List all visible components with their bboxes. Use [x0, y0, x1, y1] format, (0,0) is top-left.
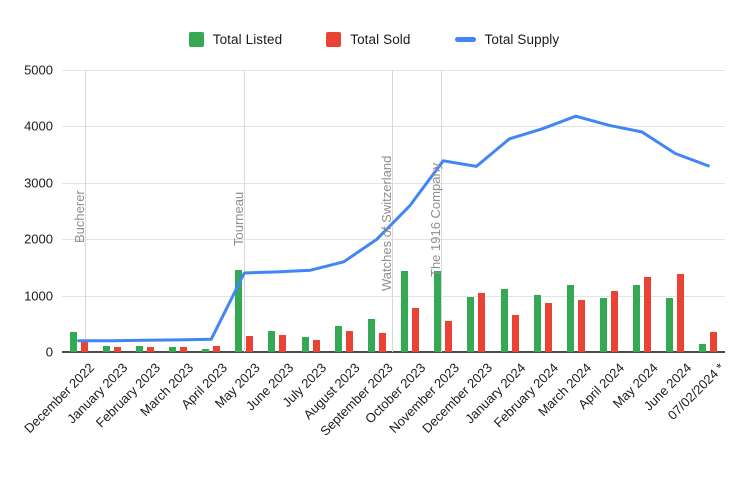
bar-total-sold	[80, 341, 88, 352]
legend-label-total-listed: Total Listed	[212, 31, 283, 47]
bar-total-listed	[334, 326, 342, 352]
bar-total-sold	[445, 320, 453, 352]
legend-label-total-supply: Total Supply	[484, 31, 560, 47]
bar-total-listed	[69, 332, 77, 352]
bar-total-listed	[599, 298, 607, 352]
gridline	[62, 126, 725, 128]
bar-total-sold	[180, 347, 188, 352]
bar-total-sold	[146, 346, 154, 352]
bar-total-sold	[378, 332, 386, 352]
bar-total-listed	[401, 271, 409, 352]
legend-label-total-sold: Total Sold	[350, 31, 411, 47]
bar-total-sold	[478, 292, 486, 352]
y-axis-label: 4000	[24, 118, 53, 134]
bar-total-listed	[699, 343, 707, 352]
bar-total-listed	[202, 348, 210, 352]
bar-total-sold	[577, 299, 585, 352]
gridline	[62, 70, 725, 71]
legend-swatch-total-listed-icon	[188, 31, 204, 47]
legend-item-total-sold[interactable]: Total Sold	[326, 31, 411, 47]
annotation-label: Tourneau	[231, 191, 246, 246]
bar-total-listed	[235, 269, 243, 352]
bar-total-listed	[434, 270, 442, 352]
bar-total-sold	[610, 291, 618, 352]
bar-total-listed	[500, 288, 508, 352]
bar-total-sold	[677, 273, 685, 352]
y-axis-label: 0	[45, 344, 53, 360]
bar-total-sold	[345, 330, 353, 352]
annotation-label: Bucherer	[72, 190, 87, 243]
annotation-label: Watches of Switzerland	[379, 155, 394, 291]
bar-total-listed	[268, 331, 276, 352]
bar-total-listed	[102, 345, 110, 352]
y-axis-label: 1000	[24, 288, 53, 304]
bar-total-listed	[367, 318, 375, 352]
legend-item-total-supply[interactable]: Total Supply	[454, 31, 560, 47]
bar-total-sold	[644, 276, 652, 352]
gridline	[62, 295, 725, 297]
bar-total-listed	[169, 346, 177, 352]
bar-total-sold	[113, 346, 121, 352]
bar-total-sold	[710, 331, 718, 352]
y-axis-label: 5000	[24, 62, 53, 78]
x-axis-baseline	[62, 351, 725, 353]
legend-item-total-listed[interactable]: Total Listed	[188, 31, 283, 47]
bar-total-sold	[511, 314, 519, 352]
bar-total-listed	[633, 285, 641, 352]
bar-total-listed	[135, 346, 143, 352]
legend-swatch-total-supply-icon	[454, 36, 476, 42]
bar-total-listed	[467, 297, 475, 352]
bar-total-listed	[566, 285, 574, 352]
bar-total-listed	[666, 297, 674, 352]
bar-total-sold	[544, 302, 552, 352]
annotation-label: The 1916 Company	[428, 162, 443, 277]
y-axis-label: 3000	[24, 175, 53, 191]
bar-total-sold	[312, 339, 320, 352]
legend-swatch-total-sold-icon	[326, 31, 342, 47]
bar-total-sold	[279, 335, 287, 352]
chart-legend: Total Listed Total Sold Total Supply	[0, 26, 730, 52]
bar-total-sold	[412, 308, 420, 352]
bar-total-listed	[533, 295, 541, 352]
bar-total-sold	[213, 345, 221, 352]
y-axis-label: 2000	[24, 231, 53, 247]
bar-total-sold	[246, 336, 254, 352]
bar-total-listed	[301, 336, 309, 352]
